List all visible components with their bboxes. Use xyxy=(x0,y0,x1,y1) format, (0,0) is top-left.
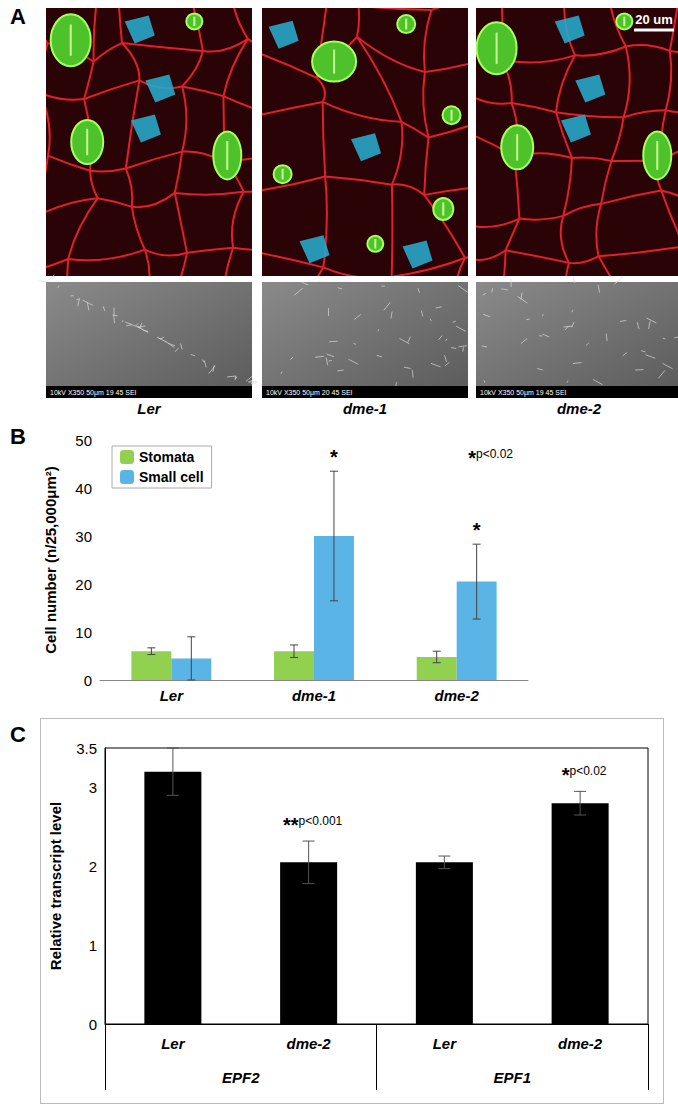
svg-text:EPF2: EPF2 xyxy=(222,1069,260,1086)
svg-text:p<0.02: p<0.02 xyxy=(476,447,513,461)
svg-text:20: 20 xyxy=(75,576,92,593)
svg-text:40: 40 xyxy=(75,480,92,497)
svg-text:Stomata: Stomata xyxy=(139,449,194,465)
svg-text:**: ** xyxy=(283,814,299,836)
html-text:B: B xyxy=(10,424,26,449)
svg-text:Ler: Ler xyxy=(161,1035,186,1052)
svg-text:10kV X350 50μm 19 45 SEI: 10kV X350 50μm 19 45 SEI xyxy=(50,389,137,397)
svg-text:10kV X350 50μm 20 45 SEI: 10kV X350 50μm 20 45 SEI xyxy=(266,389,353,397)
svg-text:Ler: Ler xyxy=(433,1035,458,1052)
svg-text:p<0.001: p<0.001 xyxy=(299,814,343,828)
svg-text:Small cell: Small cell xyxy=(139,469,204,485)
svg-text:dme-2: dme-2 xyxy=(287,1035,332,1052)
svg-text:30: 30 xyxy=(75,528,92,545)
svg-text:20 um: 20 um xyxy=(635,12,673,27)
html-text:C: C xyxy=(10,722,26,747)
svg-text:Ler: Ler xyxy=(137,400,162,417)
svg-text:dme-2: dme-2 xyxy=(557,400,602,417)
svg-text:p<0.02: p<0.02 xyxy=(569,764,606,778)
svg-text:dme-1: dme-1 xyxy=(343,400,387,417)
svg-text:Cell number (n/25,000μm²): Cell number (n/25,000μm²) xyxy=(42,466,59,654)
svg-text:2: 2 xyxy=(89,858,97,875)
svg-text:3: 3 xyxy=(89,779,97,796)
svg-text:dme-1: dme-1 xyxy=(292,687,336,704)
svg-text:Ler: Ler xyxy=(160,687,185,704)
svg-text:3.5: 3.5 xyxy=(76,740,97,757)
svg-text:0: 0 xyxy=(89,1016,97,1033)
svg-text:1: 1 xyxy=(89,937,97,954)
svg-text:0: 0 xyxy=(84,672,92,689)
svg-text:Relative transcript level: Relative transcript level xyxy=(47,802,64,970)
svg-text:EPF1: EPF1 xyxy=(493,1069,531,1086)
svg-text:*: * xyxy=(473,519,481,541)
svg-text:10kV X350 50μm 19 45 SEI: 10kV X350 50μm 19 45 SEI xyxy=(480,389,567,397)
svg-text:dme-2: dme-2 xyxy=(435,687,480,704)
svg-text:*: * xyxy=(330,446,338,468)
svg-text:10: 10 xyxy=(75,624,92,641)
svg-text:50: 50 xyxy=(75,432,92,449)
html-text:A: A xyxy=(10,4,26,29)
svg-text:dme-2: dme-2 xyxy=(558,1035,603,1052)
